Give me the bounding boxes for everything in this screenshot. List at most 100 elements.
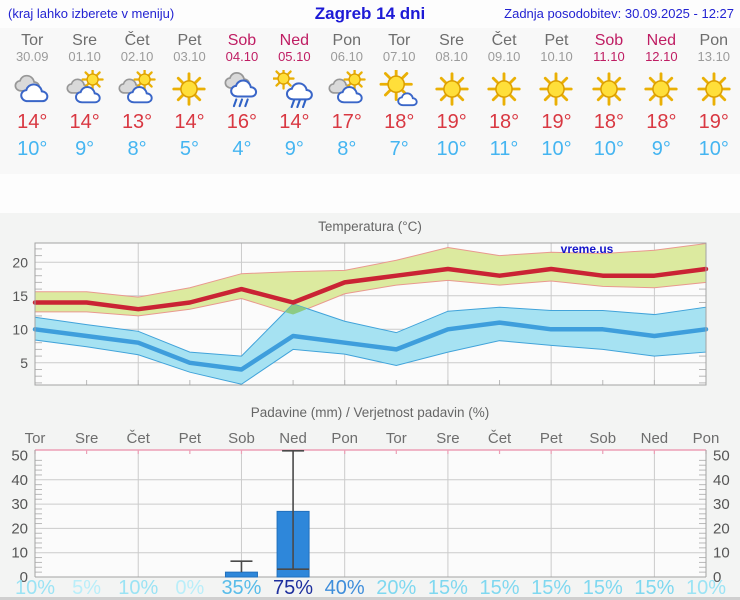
precip-y-tick-label-right: 20 [713,520,730,537]
temperature-chart: Temperatura (°C) 5 10 15 20 vreme.us [12,219,709,386]
forecast-day-column: Tor 30.09 14° 10° [6,30,58,162]
forecast-day-column: Sre 08.10 19° 10° [425,30,477,162]
min-temperature-value: 5° [179,138,200,160]
min-temperature-value: 9° [284,138,304,160]
day-name-label: Sob [594,32,624,49]
precip-y-tick-label-right: 40 [713,472,730,489]
day-date-label: 11.10 [593,49,625,64]
day-name-label: Pon [699,32,728,49]
day-name-label: Pon [332,32,361,49]
precip-day-label: Pet [179,430,202,447]
max-temperature-value: 17° [331,111,362,133]
forecast-day-column: Pet 03.10 14° 5° [163,30,215,162]
day-date-label: 10.10 [540,49,573,64]
precip-probability-label: 15% [583,577,623,599]
temp-chart-title: Temperatura (°C) [318,219,422,234]
precip-probability-label: 15% [634,577,674,599]
forecast-day-column: Sob 04.10 16° 4° [216,30,268,162]
max-temperature-value: 18° [593,111,625,133]
precip-probability-label: 15% [428,577,468,599]
min-temperature-value: 11° [489,138,519,160]
precip-probability-label: 75% [273,577,313,599]
day-date-label: 07.10 [382,49,416,64]
precip-probability-label: 35% [221,577,261,599]
min-temperature-value: 10° [17,138,48,160]
forecast-day-column: Tor 07.10 18° 7° [373,30,425,162]
forecast-strip-background [0,28,740,174]
precip-y-tick-label-right: 50 [713,448,730,465]
max-temperature-value: 14° [279,111,310,133]
precip-day-label: Ned [279,430,307,447]
forecast-day-column: Pet 10.10 19° 10° [530,30,582,162]
day-name-label: Tor [21,32,44,49]
precipitation-chart: Padavine (mm) / Verjetnost padavin (%) To… [11,405,729,599]
max-temperature-value: 13° [121,111,153,133]
day-date-label: 01.10 [68,49,101,64]
precip-day-label: Pon [331,430,358,447]
forecast-day-column: Ned 12.10 18° 9° [635,30,687,162]
precip-probability-label: 15% [480,577,520,599]
precip-day-label: Tor [25,430,46,447]
precip-day-label: Čet [127,430,151,447]
temp-y-tick-label: 10 [12,321,28,337]
day-date-label: 06.10 [330,49,364,64]
day-date-label: 08.10 [435,49,468,64]
day-date-label: 02.10 [120,49,154,64]
temp-y-tick-label: 5 [20,355,28,371]
day-name-label: Ned [279,32,310,49]
max-temperature-value: 18° [646,111,677,133]
precip-probability-label: 0% [175,577,204,599]
day-name-label: Sre [72,32,98,49]
precip-day-label: Pet [540,430,563,447]
precip-y-tick-label-left: 50 [11,448,28,465]
precip-day-label: Sre [436,430,459,447]
max-temperature-value: 16° [226,111,258,133]
forecast-day-column: Čet 09.10 18° 11° [478,30,530,162]
forecast-day-column: Pon 13.10 19° 10° [688,30,740,162]
day-name-label: Sre [439,32,465,49]
forecast-day-column: Pon 06.10 17° 8° [321,30,373,162]
day-date-label: 04.10 [225,49,259,64]
precip-y-tick-label-right: 30 [713,496,730,513]
forecast-day-column: Ned 05.10 14° 9° [268,30,320,162]
temp-y-tick-label: 20 [12,254,28,270]
day-name-label: Pet [177,32,202,49]
precip-day-label: Pon [693,430,720,447]
temp-plot-border [34,242,707,386]
day-name-label: Tor [388,32,411,49]
bottom-divider [0,597,740,600]
max-temperature-value: 14° [69,111,100,133]
day-date-label: 03.10 [173,49,206,64]
forecast-strip: Tor 30.09 14° 10° Sre 01.10 14° 9° Čet 02.10 13° 8°… [6,30,740,162]
day-date-label: 12.10 [645,49,678,64]
precip-probability-label: 15% [531,577,571,599]
max-temperature-value: 18° [384,111,415,133]
temp-y-tick-label: 15 [12,288,28,304]
watermark: vreme.us [561,242,614,256]
max-temperature-value: 14° [174,111,205,133]
precip-day-label: Sob [589,430,616,447]
min-temperature-value: 10° [541,138,572,160]
precip-probability-label: 40% [325,577,365,599]
max-temperature-value: 19° [436,111,467,133]
precip-day-label: Ned [641,430,669,447]
day-name-label: Ned [646,32,677,49]
precip-probability-label: 10% [15,577,55,599]
max-temperature-value: 19° [698,111,729,133]
precip-probability-label: 10% [118,577,158,599]
day-date-label: 05.10 [278,49,311,64]
day-name-label: Čet [491,32,517,49]
max-temperature-value: 18° [488,111,520,133]
precip-plot-area [35,450,706,577]
min-temperature-value: 9° [75,138,95,160]
precip-day-label: Čet [488,430,512,447]
menu-hint-text: (kraj lahko izberete v meniju) [8,6,175,21]
min-temperature-value: 8° [337,138,357,160]
forecast-day-column: Sob 11.10 18° 10° [583,30,635,162]
precip-y-tick-label-left: 20 [11,520,28,537]
min-temperature-value: 10° [436,138,467,160]
precip-probability-label: 10% [686,577,726,599]
day-date-label: 09.10 [487,49,521,64]
